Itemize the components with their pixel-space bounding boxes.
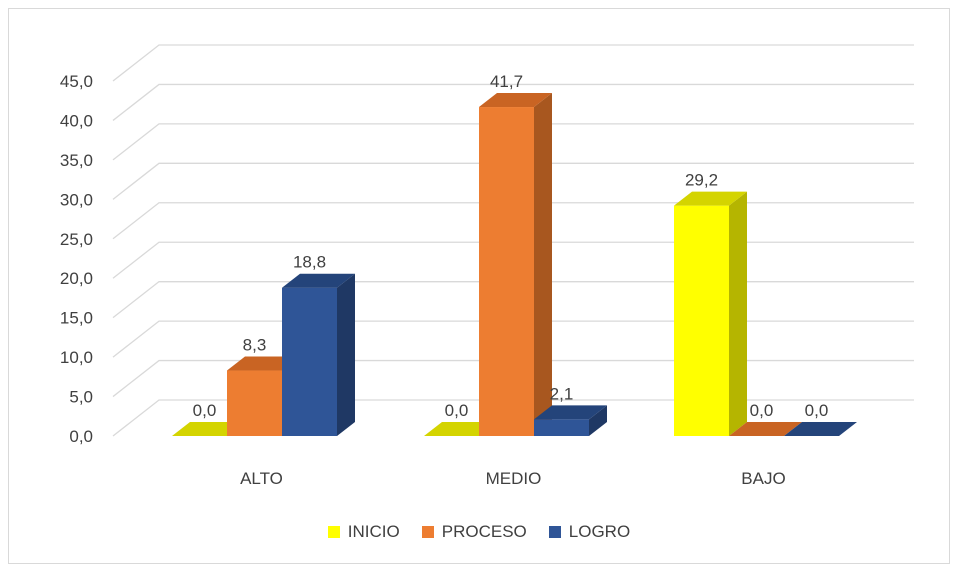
gridline [112,399,914,437]
bar-logro-medio [534,405,607,436]
y-tick-label: 20,0 [60,269,93,288]
y-tick-label: 35,0 [60,151,93,170]
bar-inicio-medio [424,422,497,436]
data-label: 0,0 [750,401,774,420]
gridline [112,320,914,358]
data-labels: 0,0 8,3 18,8 0,0 41,7 2,1 29,2 0,0 0,0 [193,72,829,420]
y-tick-label: 30,0 [60,190,93,209]
category-label: ALTO [240,469,283,488]
bar-proceso-medio [479,93,552,437]
gridline [112,241,914,279]
category-label: MEDIO [486,469,542,488]
bar-top [784,422,857,436]
bar-proceso-bajo [729,422,802,436]
gridline [112,44,914,82]
bar-front [227,370,282,436]
data-label: 0,0 [445,401,469,420]
bar-front [534,419,589,436]
y-tick-label: 0,0 [69,427,93,446]
bar-top [674,191,747,206]
legend-label: LOGRO [568,522,631,541]
bar-side [729,191,747,436]
y-tick-label: 45,0 [60,72,93,91]
bars [172,93,857,437]
bar-front [479,107,534,437]
bar-inicio-alto [172,422,245,436]
bar-top [534,405,607,420]
gridlines [112,44,914,437]
gridline [112,359,914,398]
gridline [112,202,914,240]
category-label: BAJO [741,469,785,488]
gridline [112,123,914,161]
y-tick-label: 40,0 [60,111,93,130]
bar-top [424,422,497,436]
bar-top [282,273,355,288]
data-label: 18,8 [293,253,326,272]
bar-side [337,273,355,436]
bar-inicio-bajo [674,191,747,436]
y-tick-label: 25,0 [60,230,93,249]
legend-item: INICIO [327,522,400,542]
legend: INICIO PROCESO LOGRO [0,522,958,542]
legend-swatch [327,526,340,538]
legend-item: PROCESO [421,522,527,542]
gridline [112,281,914,319]
bar-front [674,205,729,436]
bar-side [534,93,552,437]
gridline [112,83,914,121]
x-axis-category-labels: ALTO MEDIO BAJO [240,469,786,488]
bar-logro-bajo [784,422,857,436]
legend-label: INICIO [347,522,400,541]
bar-side [589,405,607,436]
data-label: 2,1 [550,384,574,403]
gridline [112,162,914,200]
y-tick-label: 15,0 [60,309,93,328]
data-label: 41,7 [490,72,523,91]
data-label: 29,2 [685,171,718,190]
data-label: 0,0 [193,401,217,420]
legend-label: PROCESO [441,522,527,541]
legend-item: LOGRO [548,522,631,542]
bar-front [282,287,337,436]
bar-top [479,93,552,108]
data-label: 0,0 [805,401,829,420]
bar-top [227,356,300,371]
bar-logro-alto [282,273,355,436]
legend-swatch [548,526,561,538]
bar-top [729,422,802,436]
bar-top [172,422,245,436]
y-tick-label: 10,0 [60,348,93,367]
y-tick-label: 5,0 [69,388,93,407]
y-axis-tick-labels: 0,0 5,0 10,0 15,0 20,0 25,0 30,0 35,0 40,0 45,0 [60,72,93,446]
data-label: 8,3 [243,336,267,355]
legend-swatch [421,526,434,538]
